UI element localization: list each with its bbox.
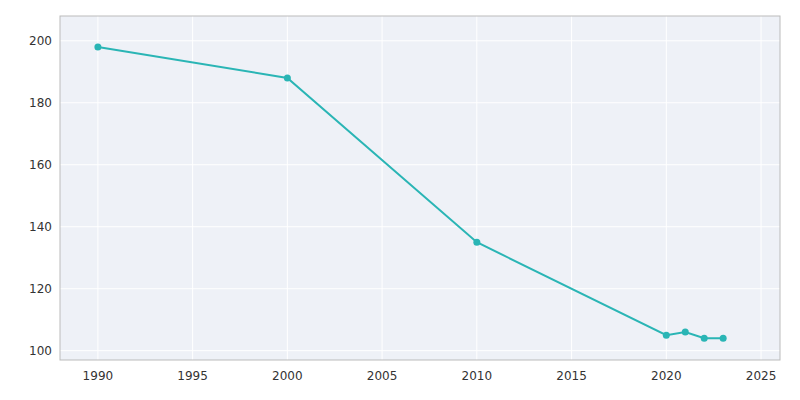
series — [94, 43, 726, 341]
grid-line-x — [382, 16, 383, 360]
plot-background — [60, 16, 780, 360]
grid-line-x — [761, 16, 762, 360]
grid-line-y — [60, 40, 780, 41]
grid-line-y — [60, 226, 780, 227]
point — [284, 74, 291, 81]
x-tick-label: 2015 — [556, 369, 587, 383]
point — [473, 239, 480, 246]
point — [701, 335, 708, 342]
point — [720, 335, 727, 342]
grid-line-y — [60, 350, 780, 351]
y-tick-label: 120 — [29, 282, 52, 296]
grid-line-y — [60, 164, 780, 165]
grid-line-x — [287, 16, 288, 360]
grid — [60, 16, 780, 360]
x-tick-label: 2005 — [367, 369, 398, 383]
x-tick-label: 2010 — [462, 369, 493, 383]
point — [94, 43, 101, 50]
y-tick-label: 180 — [29, 96, 52, 110]
point — [682, 329, 689, 336]
grid-line-x — [192, 16, 193, 360]
point — [663, 332, 670, 339]
chart-container: 1990 1995 2000 2005 2010 2015 2020 2025 100 120 14… — [0, 0, 800, 400]
grid-line-x — [476, 16, 477, 360]
x-tick-label: 2000 — [272, 369, 303, 383]
line — [98, 47, 723, 338]
grid-line-x — [666, 16, 667, 360]
x-tick-label: 1990 — [83, 369, 114, 383]
chart: 1990 1995 2000 2005 2010 2015 2020 2025 100 120 14… — [0, 0, 800, 400]
grid-line-x — [97, 16, 98, 360]
y-tick-label: 140 — [29, 220, 52, 234]
tick-labels: 1990 1995 2000 2005 2010 2015 2020 2025 100 120 14… — [29, 34, 776, 383]
y-tick-label: 200 — [29, 34, 52, 48]
grid-line-x — [571, 16, 572, 360]
plot-frame — [60, 16, 780, 360]
x-tick-label: 1995 — [177, 369, 208, 383]
grid-line-y — [60, 102, 780, 103]
x-tick-label: 2020 — [651, 369, 682, 383]
y-tick-label: 160 — [29, 158, 52, 172]
y-tick-label: 100 — [29, 344, 52, 358]
grid-line-y — [60, 288, 780, 289]
x-tick-label: 2025 — [746, 369, 777, 383]
